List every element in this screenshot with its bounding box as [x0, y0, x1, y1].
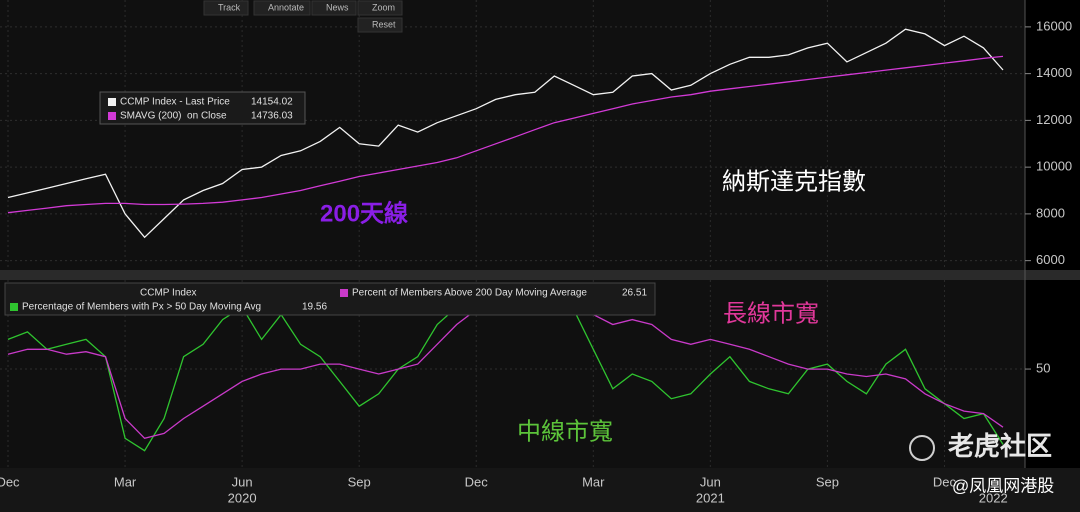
legend-box	[99, 91, 306, 125]
toolbar-label[interactable]: Annotate	[268, 2, 304, 12]
toolbar-button[interactable]	[253, 0, 311, 16]
x-axis-bar	[0, 468, 1080, 512]
x-tick-label: Jun	[700, 474, 721, 489]
legend-value: 14736.03	[251, 111, 293, 122]
legend-swatch	[108, 98, 116, 106]
y-tick-label: 16000	[1036, 18, 1072, 33]
toolbar-label[interactable]: Reset	[372, 19, 396, 29]
x-tick-label: Mar	[582, 474, 605, 489]
x-tick-label: Mar	[114, 474, 137, 489]
legend-swatch	[108, 112, 116, 120]
panel-divider	[0, 270, 1080, 280]
series-line	[7, 28, 1004, 239]
y-tick-label: 6000	[1036, 252, 1065, 267]
toolbar-label[interactable]: News	[326, 2, 349, 12]
x-tick-label: Dec	[0, 474, 20, 489]
legend-label: CCMP Index - Last Price	[120, 97, 230, 108]
x-tick-label: Dec	[465, 474, 489, 489]
toolbar-button[interactable]	[357, 17, 403, 33]
legend-swatch	[10, 303, 18, 311]
legend-value: 19.56	[302, 302, 327, 313]
legend-value: 26.51	[622, 288, 647, 299]
y-tick-label: 50	[1036, 360, 1050, 375]
y-tick-label: 8000	[1036, 205, 1065, 220]
annotation: 納斯達克指數	[722, 168, 866, 195]
watermark: @凤凰网港股	[952, 476, 1054, 495]
toolbar-label[interactable]: Track	[218, 2, 241, 12]
legend-swatch	[340, 289, 348, 297]
toolbar-button[interactable]	[311, 0, 357, 16]
x-year-label: 2020	[228, 490, 257, 505]
top-panel	[0, 0, 1025, 270]
legend-label: Percent of Members Above 200 Day Moving …	[352, 288, 587, 299]
toolbar-button[interactable]	[203, 0, 249, 16]
annotation: 長線市寬	[723, 300, 819, 327]
legend-box	[4, 282, 656, 316]
annotation: 200天線	[320, 199, 408, 227]
legend-value: 14154.02	[251, 97, 293, 108]
x-year-label: 2021	[696, 490, 725, 505]
x-year-label: 2022	[979, 490, 1008, 505]
series-line	[7, 55, 1004, 214]
watermark: 老虎社区	[948, 431, 1052, 461]
watermark-icon	[909, 435, 935, 461]
x-tick-label: Jun	[232, 474, 253, 489]
y-tick-label: 10000	[1036, 159, 1072, 174]
toolbar-button[interactable]	[357, 0, 403, 16]
legend-title: CCMP Index	[140, 288, 197, 299]
x-tick-label: Sep	[348, 474, 371, 489]
x-tick-label: Dec	[933, 474, 957, 489]
annotation: 中線市寬	[517, 418, 613, 445]
legend-label: SMAVG (200) on Close	[120, 111, 227, 122]
toolbar-label[interactable]: Zoom	[372, 2, 395, 12]
x-tick-label: Sep	[816, 474, 839, 489]
legend-label: Percentage of Members with Px > 50 Day M…	[22, 302, 261, 313]
y-tick-label: 12000	[1036, 112, 1072, 127]
y-tick-label: 14000	[1036, 65, 1072, 80]
